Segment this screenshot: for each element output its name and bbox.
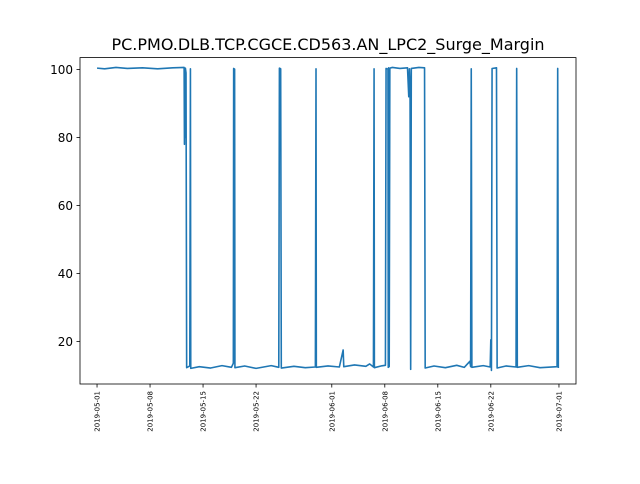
plot-frame — [79, 57, 577, 385]
x-tick-label: 2019-07-01 — [555, 391, 563, 432]
x-tick-label: 2019-05-08 — [147, 391, 155, 432]
y-axis: 20 40 60 80 100 — [50, 63, 80, 349]
y-tick-label: 80 — [58, 131, 73, 145]
y-tick-label: 40 — [58, 267, 73, 281]
x-tick-label: 2019-06-08 — [381, 391, 389, 432]
series-line-0 — [96, 66, 560, 372]
x-tick-label: 2019-05-01 — [94, 391, 102, 432]
x-tick-label: 2019-06-01 — [328, 391, 336, 432]
x-tick-label: 2019-05-15 — [200, 391, 208, 432]
x-tick-label: 2019-06-22 — [487, 391, 495, 432]
y-tick-label: 60 — [58, 199, 73, 213]
x-axis: 2019-05-01 2019-05-08 2019-05-15 2019-05-22… — [94, 384, 563, 432]
chart-title: PC.PMO.DLB.TCP.CGCE.CD563.AN_LPC2_Surge_… — [111, 35, 544, 55]
y-tick-label: 100 — [50, 63, 73, 77]
x-tick-label: 2019-05-22 — [253, 391, 261, 432]
y-tick-label: 20 — [58, 335, 73, 349]
x-tick-label: 2019-06-15 — [434, 391, 442, 432]
plot-area — [96, 66, 560, 372]
